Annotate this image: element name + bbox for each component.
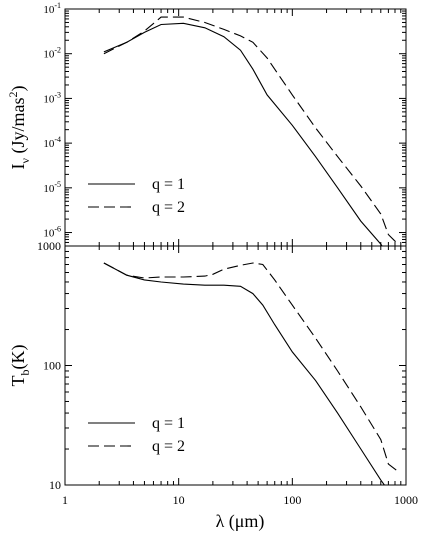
y-tick-label: 10-4 [43, 135, 61, 150]
series-line-q2 [103, 16, 399, 245]
x-tick-label: 10 [173, 493, 185, 507]
y-tick-label: 1000 [37, 239, 61, 253]
x-tick-label: 100 [283, 493, 301, 507]
y-tick-label: 10-5 [43, 180, 61, 195]
series-line-q1 [103, 22, 383, 246]
y-tick-label: 10-3 [43, 90, 61, 105]
legend-label-1: q = 1 [152, 176, 185, 193]
legend-label-1: q = 1 [152, 415, 185, 432]
y-axis-label: Tb(K) [8, 345, 32, 387]
y-axis-label: Iν (Jy/mas2) [6, 86, 32, 170]
plot-frame-1 [64, 8, 407, 247]
y-tick-label: 10-6 [43, 225, 61, 240]
y-tick-label: 10-2 [43, 46, 61, 61]
legend-label-2: q = 2 [152, 438, 185, 455]
series-line-q2 [103, 262, 399, 472]
y-tick-label: 10 [49, 478, 61, 492]
x-tick-label: 1 [62, 493, 68, 507]
x-axis-label: λ (μm) [216, 511, 265, 532]
x-tick-label: 1000 [394, 493, 418, 507]
series-line-q1 [103, 262, 386, 485]
legend-label-2: q = 2 [152, 199, 185, 216]
y-tick-label: 100 [43, 359, 61, 373]
y-tick-label: 10-1 [43, 1, 61, 16]
plot-frame-2 [64, 245, 407, 486]
